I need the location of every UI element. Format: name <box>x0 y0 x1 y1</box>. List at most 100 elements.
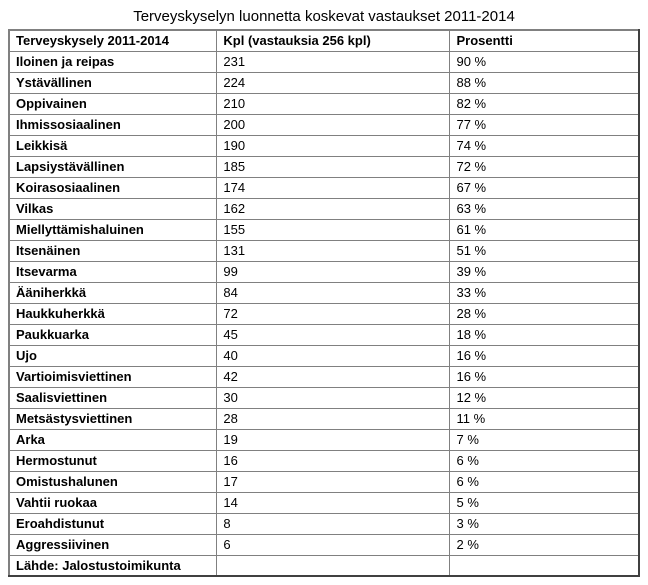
table-row: Itsevarma9939 % <box>9 261 639 282</box>
table-row: Itsenäinen13151 % <box>9 240 639 261</box>
row-pct: 74 % <box>450 135 639 156</box>
table-row: Koirasosiaalinen17467 % <box>9 177 639 198</box>
row-kpl: 84 <box>217 282 450 303</box>
row-pct: 12 % <box>450 387 639 408</box>
table-row: Oppivainen21082 % <box>9 93 639 114</box>
table-row: Paukkuarka4518 % <box>9 324 639 345</box>
table-row: Eroahdistunut83 % <box>9 513 639 534</box>
row-pct: 3 % <box>450 513 639 534</box>
table-row: Leikkisä19074 % <box>9 135 639 156</box>
survey-table: Terveyskysely 2011-2014 Kpl (vastauksia … <box>8 29 640 577</box>
row-pct: 61 % <box>450 219 639 240</box>
row-label: Arka <box>9 429 217 450</box>
row-kpl: 8 <box>217 513 450 534</box>
row-label: Eroahdistunut <box>9 513 217 534</box>
table-row: Haukkuherkkä7228 % <box>9 303 639 324</box>
row-pct: 67 % <box>450 177 639 198</box>
row-label: Miellyttämishaluinen <box>9 219 217 240</box>
row-label: Leikkisä <box>9 135 217 156</box>
table-row: Ujo4016 % <box>9 345 639 366</box>
row-pct: 82 % <box>450 93 639 114</box>
row-pct: 39 % <box>450 261 639 282</box>
header-col2: Kpl (vastauksia 256 kpl) <box>217 30 450 51</box>
row-label: Hermostunut <box>9 450 217 471</box>
table-row: Ystävällinen22488 % <box>9 72 639 93</box>
row-label: Haukkuherkkä <box>9 303 217 324</box>
row-label: Iloinen ja reipas <box>9 51 217 72</box>
table-title: Terveyskyselyn luonnetta koskevat vastau… <box>8 8 640 25</box>
row-kpl: 174 <box>217 177 450 198</box>
row-label: Ihmissosiaalinen <box>9 114 217 135</box>
table-row: Ääniherkkä8433 % <box>9 282 639 303</box>
table-row: Miellyttämishaluinen15561 % <box>9 219 639 240</box>
row-label: Itsevarma <box>9 261 217 282</box>
header-col1: Terveyskysely 2011-2014 <box>9 30 217 51</box>
table-row: Metsästysviettinen2811 % <box>9 408 639 429</box>
row-kpl: 162 <box>217 198 450 219</box>
row-kpl: 45 <box>217 324 450 345</box>
row-label: Vahtii ruokaa <box>9 492 217 513</box>
row-label: Lapsiystävällinen <box>9 156 217 177</box>
row-label: Paukkuarka <box>9 324 217 345</box>
table-row: Vahtii ruokaa145 % <box>9 492 639 513</box>
row-kpl: 131 <box>217 240 450 261</box>
table-footer-row: Lähde: Jalostustoimikunta <box>9 555 639 576</box>
row-kpl: 224 <box>217 72 450 93</box>
row-kpl: 40 <box>217 345 450 366</box>
table-row: Arka197 % <box>9 429 639 450</box>
table-row: Vilkas16263 % <box>9 198 639 219</box>
row-pct: 5 % <box>450 492 639 513</box>
row-label: Oppivainen <box>9 93 217 114</box>
row-label: Vilkas <box>9 198 217 219</box>
row-kpl: 210 <box>217 93 450 114</box>
table-row: Saalisviettinen3012 % <box>9 387 639 408</box>
row-pct: 88 % <box>450 72 639 93</box>
row-label: Koirasosiaalinen <box>9 177 217 198</box>
row-kpl: 17 <box>217 471 450 492</box>
table-row: Hermostunut166 % <box>9 450 639 471</box>
row-kpl: 200 <box>217 114 450 135</box>
row-pct: 16 % <box>450 345 639 366</box>
footer-col3 <box>450 555 639 576</box>
row-pct: 7 % <box>450 429 639 450</box>
header-col3: Prosentti <box>450 30 639 51</box>
table-row: Omistushalunen176 % <box>9 471 639 492</box>
row-pct: 77 % <box>450 114 639 135</box>
row-kpl: 6 <box>217 534 450 555</box>
row-kpl: 16 <box>217 450 450 471</box>
row-label: Aggressiivinen <box>9 534 217 555</box>
row-label: Vartioimisviettinen <box>9 366 217 387</box>
row-kpl: 30 <box>217 387 450 408</box>
table-row: Lapsiystävällinen18572 % <box>9 156 639 177</box>
row-kpl: 99 <box>217 261 450 282</box>
table-row: Vartioimisviettinen4216 % <box>9 366 639 387</box>
row-pct: 33 % <box>450 282 639 303</box>
row-label: Ujo <box>9 345 217 366</box>
row-kpl: 42 <box>217 366 450 387</box>
row-kpl: 155 <box>217 219 450 240</box>
row-kpl: 72 <box>217 303 450 324</box>
row-pct: 90 % <box>450 51 639 72</box>
row-pct: 51 % <box>450 240 639 261</box>
row-pct: 72 % <box>450 156 639 177</box>
row-kpl: 231 <box>217 51 450 72</box>
row-pct: 28 % <box>450 303 639 324</box>
row-pct: 11 % <box>450 408 639 429</box>
table-row: Ihmissosiaalinen20077 % <box>9 114 639 135</box>
table-header-row: Terveyskysely 2011-2014 Kpl (vastauksia … <box>9 30 639 51</box>
row-label: Saalisviettinen <box>9 387 217 408</box>
row-kpl: 28 <box>217 408 450 429</box>
row-label: Ystävällinen <box>9 72 217 93</box>
row-kpl: 185 <box>217 156 450 177</box>
row-label: Itsenäinen <box>9 240 217 261</box>
row-kpl: 14 <box>217 492 450 513</box>
row-label: Omistushalunen <box>9 471 217 492</box>
row-kpl: 19 <box>217 429 450 450</box>
row-pct: 63 % <box>450 198 639 219</box>
row-label: Ääniherkkä <box>9 282 217 303</box>
row-pct: 6 % <box>450 450 639 471</box>
row-label: Metsästysviettinen <box>9 408 217 429</box>
row-pct: 2 % <box>450 534 639 555</box>
table-row: Iloinen ja reipas23190 % <box>9 51 639 72</box>
footer-label: Lähde: Jalostustoimikunta <box>9 555 217 576</box>
